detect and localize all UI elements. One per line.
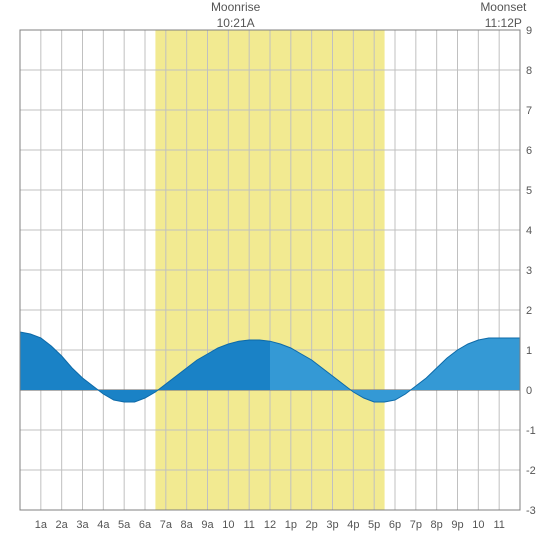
svg-text:1a: 1a	[35, 519, 48, 531]
svg-text:10: 10	[472, 519, 484, 531]
svg-text:5: 5	[526, 185, 532, 197]
moonrise-header: Moonrise 10:21A	[206, 0, 266, 31]
svg-text:5a: 5a	[118, 519, 131, 531]
moonset-time: 11:12P	[473, 16, 533, 32]
svg-text:2p: 2p	[306, 519, 318, 531]
moonrise-time: 10:21A	[206, 16, 266, 32]
svg-text:7p: 7p	[410, 519, 422, 531]
svg-text:9a: 9a	[201, 519, 214, 531]
svg-text:1p: 1p	[285, 519, 297, 531]
svg-text:2a: 2a	[56, 519, 69, 531]
svg-text:4: 4	[526, 225, 532, 237]
svg-text:0: 0	[526, 385, 532, 397]
moonset-header: Moonset 11:12P	[473, 0, 533, 31]
svg-text:4a: 4a	[97, 519, 110, 531]
svg-text:9p: 9p	[451, 519, 463, 531]
svg-text:6: 6	[526, 145, 532, 157]
svg-text:3p: 3p	[326, 519, 338, 531]
svg-text:7: 7	[526, 105, 532, 117]
svg-text:12: 12	[264, 519, 276, 531]
svg-text:7a: 7a	[160, 519, 173, 531]
svg-text:8: 8	[526, 65, 532, 77]
svg-text:4p: 4p	[347, 519, 359, 531]
svg-text:3: 3	[526, 265, 532, 277]
tide-chart: -3-2-101234567891a2a3a4a5a6a7a8a9a101112…	[0, 0, 550, 550]
svg-text:11: 11	[493, 519, 504, 531]
svg-text:3a: 3a	[76, 519, 89, 531]
svg-text:6a: 6a	[139, 519, 152, 531]
chart-svg: -3-2-101234567891a2a3a4a5a6a7a8a9a101112…	[0, 0, 550, 550]
svg-text:10: 10	[222, 519, 234, 531]
svg-text:8a: 8a	[181, 519, 194, 531]
svg-text:11: 11	[243, 519, 254, 531]
moonrise-label: Moonrise	[206, 0, 266, 16]
svg-text:-2: -2	[526, 465, 536, 477]
moonset-label: Moonset	[473, 0, 533, 16]
svg-text:2: 2	[526, 305, 532, 317]
svg-text:-1: -1	[526, 425, 536, 437]
svg-text:5p: 5p	[368, 519, 380, 531]
svg-text:6p: 6p	[389, 519, 401, 531]
svg-text:8p: 8p	[431, 519, 443, 531]
svg-text:1: 1	[526, 345, 532, 357]
svg-text:-3: -3	[526, 505, 536, 517]
